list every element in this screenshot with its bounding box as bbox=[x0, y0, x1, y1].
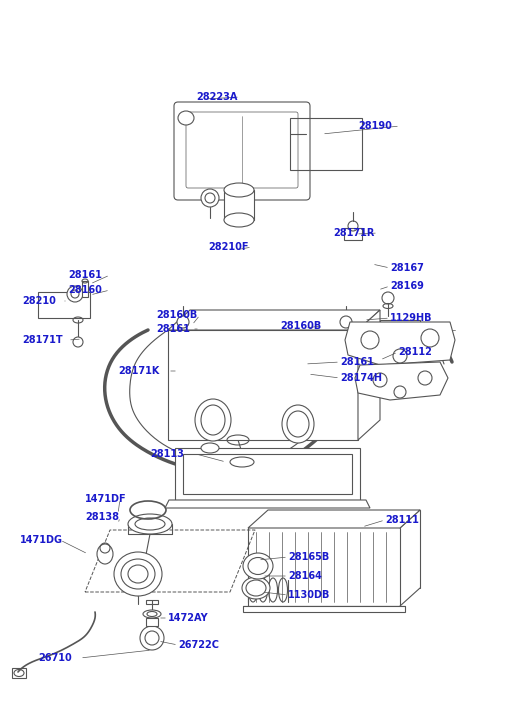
Text: 26722C: 26722C bbox=[178, 640, 219, 650]
Text: 28112: 28112 bbox=[398, 347, 432, 357]
Bar bbox=[290, 118, 362, 170]
Text: 28167: 28167 bbox=[390, 263, 424, 273]
Text: 28223A: 28223A bbox=[196, 92, 237, 102]
Ellipse shape bbox=[178, 111, 194, 125]
Text: 28161: 28161 bbox=[156, 324, 190, 334]
Ellipse shape bbox=[201, 443, 219, 453]
Text: 28138: 28138 bbox=[85, 512, 119, 522]
Ellipse shape bbox=[143, 610, 161, 618]
Ellipse shape bbox=[195, 399, 231, 441]
Text: 1472AY: 1472AY bbox=[168, 613, 209, 623]
Circle shape bbox=[67, 286, 83, 302]
Bar bbox=[146, 600, 158, 604]
Circle shape bbox=[177, 316, 189, 328]
Ellipse shape bbox=[242, 577, 270, 599]
Text: 28210: 28210 bbox=[22, 296, 56, 306]
Ellipse shape bbox=[224, 183, 254, 197]
Ellipse shape bbox=[97, 544, 113, 564]
FancyBboxPatch shape bbox=[174, 102, 310, 200]
Polygon shape bbox=[165, 500, 370, 508]
Circle shape bbox=[73, 337, 83, 347]
Text: 28160: 28160 bbox=[68, 285, 102, 295]
Text: 1471DF: 1471DF bbox=[85, 494, 127, 504]
Text: 28174H: 28174H bbox=[340, 373, 382, 383]
Polygon shape bbox=[168, 310, 380, 330]
Bar bbox=[344, 228, 362, 240]
Text: 28190: 28190 bbox=[358, 121, 392, 131]
Circle shape bbox=[140, 626, 164, 650]
Ellipse shape bbox=[224, 213, 254, 227]
Bar bbox=[38, 292, 90, 318]
Ellipse shape bbox=[128, 514, 172, 534]
Polygon shape bbox=[345, 322, 455, 365]
Text: 28113: 28113 bbox=[150, 449, 184, 459]
Text: 28171K: 28171K bbox=[118, 366, 160, 376]
Text: 1471DG: 1471DG bbox=[20, 535, 63, 545]
Bar bbox=[243, 606, 405, 612]
Text: 28161: 28161 bbox=[340, 357, 374, 367]
Text: 28171T: 28171T bbox=[22, 335, 63, 345]
Polygon shape bbox=[355, 362, 448, 400]
Bar bbox=[146, 618, 158, 626]
Ellipse shape bbox=[282, 405, 314, 443]
Text: 1130DB: 1130DB bbox=[288, 590, 330, 600]
Text: 28164: 28164 bbox=[288, 571, 322, 581]
Text: 28160B: 28160B bbox=[280, 321, 321, 331]
Text: 28210F: 28210F bbox=[208, 242, 248, 252]
Bar bbox=[12, 668, 26, 678]
Circle shape bbox=[340, 316, 352, 328]
Ellipse shape bbox=[114, 552, 162, 596]
Bar bbox=[175, 448, 360, 500]
Bar bbox=[82, 281, 88, 297]
Text: 28160B: 28160B bbox=[156, 310, 197, 320]
Bar bbox=[224, 190, 254, 220]
Text: 28111: 28111 bbox=[385, 515, 419, 525]
Circle shape bbox=[382, 292, 394, 304]
Ellipse shape bbox=[243, 553, 273, 579]
Text: 28161: 28161 bbox=[68, 270, 102, 280]
Bar bbox=[380, 320, 420, 390]
Text: 26710: 26710 bbox=[38, 653, 72, 663]
Polygon shape bbox=[358, 310, 380, 440]
Text: 28165B: 28165B bbox=[288, 552, 329, 562]
Text: 1129HB: 1129HB bbox=[390, 313, 433, 323]
Bar bbox=[168, 330, 358, 440]
Text: 28171R: 28171R bbox=[333, 228, 375, 238]
Polygon shape bbox=[248, 510, 420, 528]
Text: 28169: 28169 bbox=[390, 281, 424, 291]
Bar bbox=[183, 454, 352, 494]
Circle shape bbox=[201, 189, 219, 207]
